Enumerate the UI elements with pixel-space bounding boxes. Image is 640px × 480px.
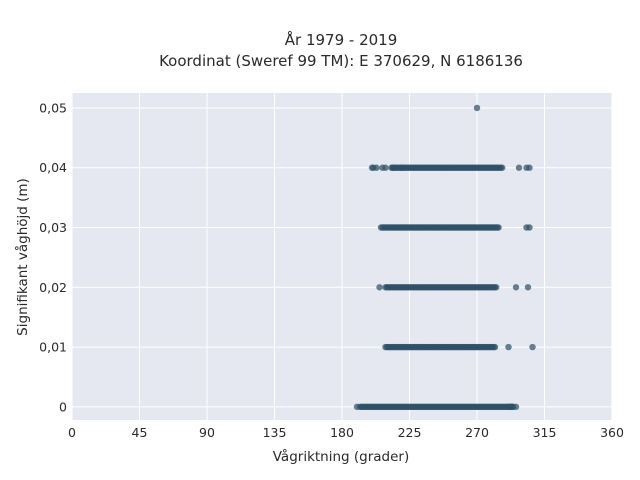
x-tick-label: 360	[600, 425, 624, 440]
y-tick-label: 0,04	[39, 160, 67, 175]
data-point	[515, 164, 523, 171]
data-point	[373, 164, 380, 171]
y-tick-label: 0,05	[39, 100, 67, 115]
data-point	[473, 104, 481, 112]
data-point	[389, 164, 397, 171]
data-point	[376, 284, 383, 291]
data-point	[495, 224, 502, 231]
data-point	[353, 403, 361, 411]
y-tick-label: 0,03	[39, 220, 67, 235]
data-point	[526, 224, 533, 231]
grid-lines	[71, 93, 613, 420]
data-point	[512, 403, 520, 411]
x-tick-label: 45	[132, 425, 148, 440]
data-point	[505, 343, 512, 351]
data-point	[398, 164, 406, 171]
data-point	[499, 164, 506, 171]
y-axis-label: Signifikant våghöjd (m)	[14, 178, 31, 336]
x-tick-label: 225	[398, 425, 422, 440]
data-point	[529, 343, 536, 351]
data-point	[382, 164, 389, 171]
data-points	[353, 104, 536, 411]
x-tick-label: 0	[68, 425, 76, 440]
x-tick-label: 270	[465, 425, 489, 440]
data-point	[382, 343, 389, 351]
y-tick-label: 0,02	[39, 280, 67, 295]
data-point	[512, 284, 520, 291]
x-tick-label: 135	[263, 425, 287, 440]
chart-title-line2: Koordinat (Sweref 99 TM): E 370629, N 61…	[159, 52, 523, 70]
x-axis-label: Vågriktning (grader)	[273, 448, 410, 465]
y-tick-label: 0	[59, 399, 67, 414]
x-tick-label: 315	[533, 425, 557, 440]
data-point	[491, 343, 499, 351]
data-point	[493, 284, 500, 291]
chart-title-line1: År 1979 - 2019	[285, 30, 398, 49]
data-point	[524, 284, 532, 291]
x-tick-labels: 0 45 90 135 180 225 270 315 360	[68, 425, 624, 440]
x-tick-label: 90	[199, 425, 215, 440]
data-point	[526, 164, 533, 171]
y-tick-labels: 0 0,01 0,02 0,03 0,04 0,05	[39, 100, 67, 414]
x-tick-label: 180	[330, 425, 354, 440]
y-tick-label: 0,01	[39, 340, 67, 355]
data-point	[506, 403, 514, 411]
data-point	[377, 224, 385, 231]
